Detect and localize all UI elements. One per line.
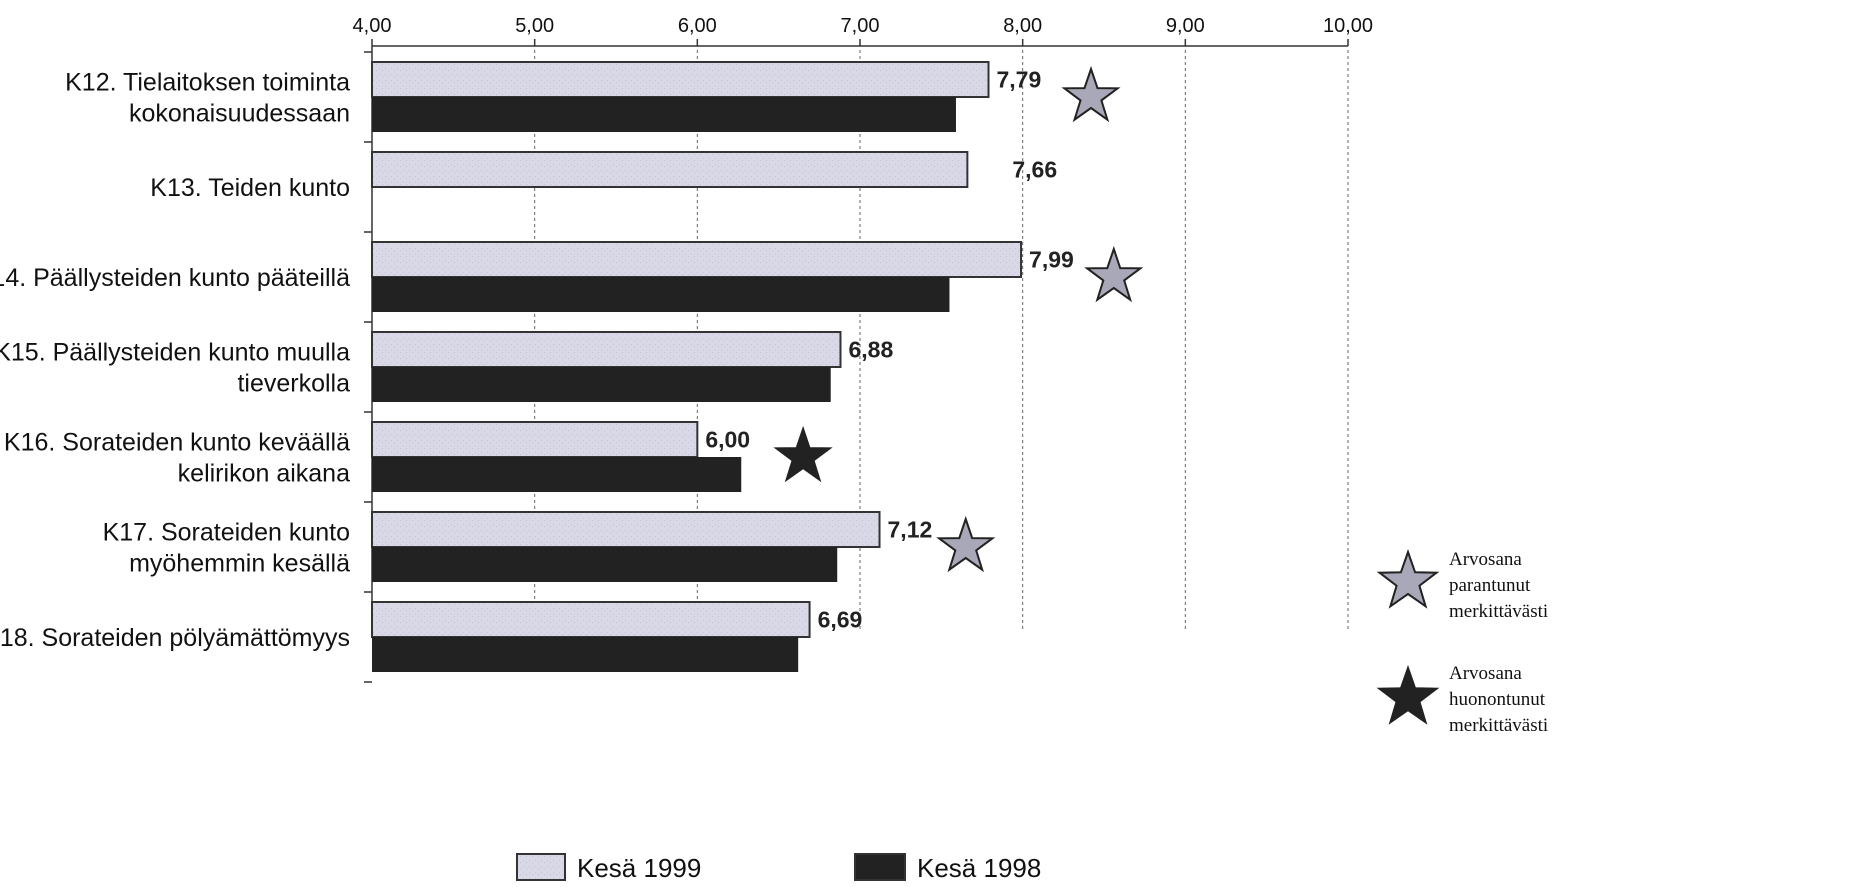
value-labels: 7,79 7,66 7,99 6,88 6,00 7,12 6,69	[705, 67, 1073, 633]
bar-kesa-1999	[371, 61, 990, 98]
category-label: K16. Sorateiden kunto keväällä	[4, 429, 350, 457]
legend-swatch	[854, 853, 906, 881]
x-tick-label: 5,00	[515, 15, 554, 37]
bar-kesa-1998	[372, 277, 950, 312]
star-legend: Arvosana parantunut merkittävästi Arvosana h…	[1376, 548, 1548, 736]
bar-kesa-1999	[371, 421, 699, 458]
legend-swatch	[516, 853, 566, 881]
star-legend-label: parantunut	[1449, 575, 1531, 596]
significance-stars	[773, 65, 1144, 573]
category-labels: K12. Tielaitoksen toiminta kokonaisuudess…	[0, 69, 350, 653]
x-tick-label: 6,00	[678, 15, 717, 37]
bar-kesa-1999	[371, 151, 969, 188]
star-legend-label: merkittävästi	[1449, 601, 1548, 622]
category-label: K12. Tielaitoksen toiminta	[65, 69, 350, 97]
value-label: 7,79	[997, 67, 1042, 93]
category-label: K13. Teiden kunto	[150, 174, 350, 202]
star-legend-label: Arvosana	[1449, 663, 1522, 684]
legend-label: Kesä 1999	[577, 853, 701, 883]
x-tick-label: 4,00	[353, 15, 392, 37]
category-label: K17. Sorateiden kunto	[103, 519, 350, 547]
star-legend-label: huonontunut	[1449, 689, 1546, 710]
bar-kesa-1998	[372, 97, 956, 132]
value-label: 6,88	[848, 337, 893, 363]
x-tick-label: 9,00	[1166, 15, 1205, 37]
bar-kesa-1999	[371, 601, 811, 638]
category-label: tieverkolla	[237, 370, 350, 398]
value-label: 7,99	[1029, 247, 1074, 273]
star-legend-label: Arvosana	[1449, 549, 1522, 570]
bar-kesa-1999	[371, 511, 881, 548]
legend: Kesä 1999 Kesä 1998	[516, 853, 1041, 883]
star-improved-icon	[1084, 245, 1144, 303]
category-label: K18. Sorateiden pölyämättömyys	[0, 624, 350, 652]
star-worsened-icon	[773, 425, 833, 483]
x-tick-label: 8,00	[1003, 15, 1042, 37]
value-label: 6,00	[705, 427, 750, 453]
bar-kesa-1998	[372, 637, 799, 672]
star-improved-icon	[1376, 548, 1440, 609]
category-label: kelirikon aikana	[178, 460, 350, 488]
x-tick-label: 10,00	[1323, 15, 1373, 37]
bar-kesa-1999	[371, 241, 1023, 278]
value-label: 7,12	[888, 517, 933, 543]
bars	[371, 61, 1023, 672]
star-improved-icon	[936, 515, 996, 573]
bar-kesa-1998	[372, 457, 742, 492]
star-worsened-icon	[1376, 664, 1440, 725]
star-legend-label: merkittävästi	[1449, 715, 1548, 736]
bar-kesa-1998	[372, 367, 831, 402]
category-label: myöhemmin kesällä	[129, 550, 350, 578]
value-label: 7,66	[1012, 157, 1057, 183]
legend-label: Kesä 1998	[917, 853, 1041, 883]
category-label: K15. Päällysteiden kunto muulla	[0, 339, 350, 367]
value-label: 6,69	[818, 607, 863, 633]
category-label: K14. Päällysteiden kunto pääteillä	[0, 264, 350, 292]
category-label: kokonaisuudessaan	[129, 100, 350, 128]
bar-kesa-1998	[372, 547, 838, 582]
star-improved-icon	[1061, 65, 1121, 123]
x-tick-label: 7,00	[841, 15, 880, 37]
bar-kesa-1999	[371, 331, 842, 368]
